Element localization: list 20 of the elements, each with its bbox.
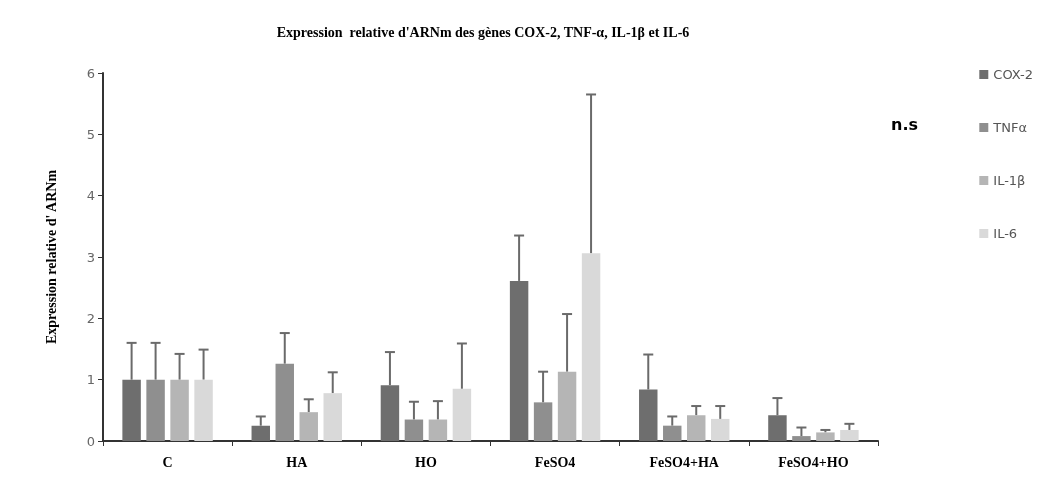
x-tick-label: FeSO4: [534, 454, 576, 470]
y-tick-label: 2: [86, 310, 95, 326]
legend-label: COX-2: [993, 67, 1033, 82]
y-tick-label: 1: [86, 372, 95, 388]
x-tick-label: HO: [415, 454, 437, 470]
legend-label: IL-1β: [993, 173, 1026, 188]
y-tick-label: 5: [86, 126, 95, 142]
x-tick-label: FeSO4+HA: [649, 454, 720, 470]
y-axis-title: Expression relative d' ARNm: [43, 169, 59, 345]
x-tick-label: FeSO4+HO: [778, 454, 849, 470]
y-tick-label: 4: [86, 188, 95, 204]
y-tick-label: 0: [86, 433, 95, 449]
chart-title: Expression relative d'ARNm des gènes COX-2, TNF-α, IL-1β et IL-6: [276, 24, 690, 40]
text: n.s: [891, 114, 919, 134]
legend-label: TNFα: [992, 120, 1028, 135]
y-tick-label: 6: [86, 65, 95, 81]
legend-label: IL-6: [993, 226, 1018, 241]
y-tick-label: 3: [86, 249, 95, 265]
x-tick-label: C: [162, 454, 173, 470]
x-tick-label: HA: [286, 454, 309, 470]
